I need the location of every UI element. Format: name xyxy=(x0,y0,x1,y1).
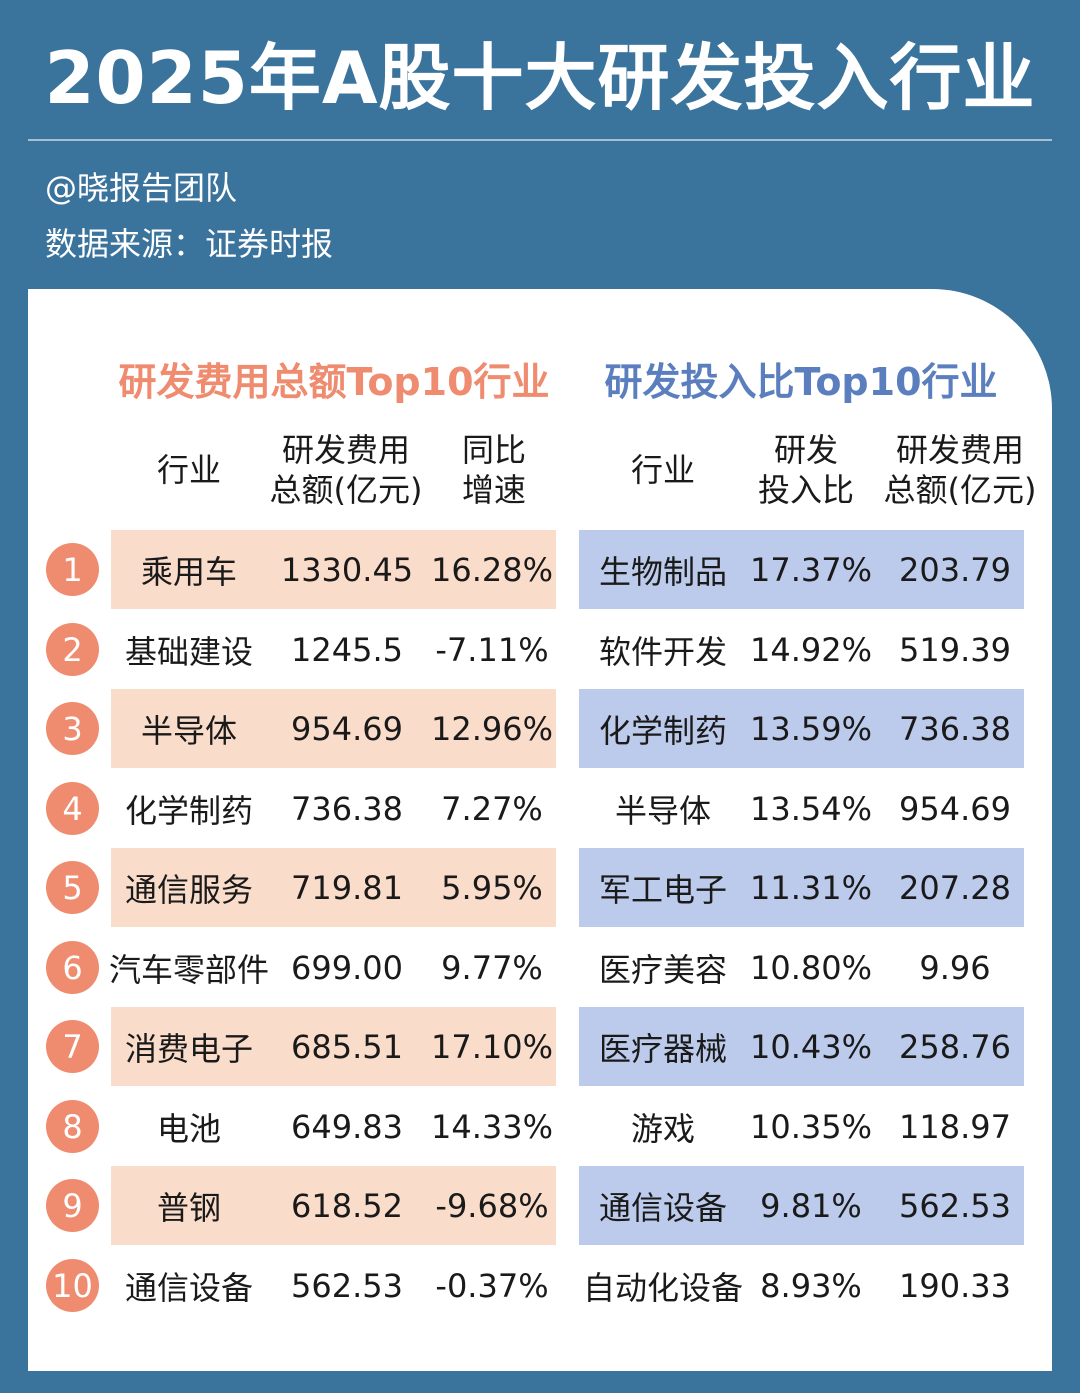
right-industry-cell: 生物制品 xyxy=(598,553,727,591)
left-growth-cell: 9.77% xyxy=(441,949,543,987)
left-industry-cell: 电池 xyxy=(156,1110,221,1148)
left-row-highlight xyxy=(111,1007,556,1086)
right-table-title: 研发投入比Top10行业 xyxy=(604,360,998,404)
right-amount-cell: 258.76 xyxy=(899,1028,1011,1066)
right-ratio-cell: 14.92% xyxy=(749,631,872,669)
data-source: 数据来源：证券时报 xyxy=(45,225,334,263)
left-industry-cell: 消费电子 xyxy=(124,1030,253,1068)
right-industry-cell: 游戏 xyxy=(630,1110,695,1148)
right-amount-cell: 954.69 xyxy=(899,790,1011,828)
rank-badge: 4 xyxy=(46,782,99,835)
rank-badge: 7 xyxy=(46,1020,99,1073)
rank-badge: 8 xyxy=(46,1100,99,1153)
left-header-industry: 行业 xyxy=(156,451,221,489)
left-industry-cell: 汽车零部件 xyxy=(108,951,269,989)
right-ratio-cell: 10.35% xyxy=(749,1108,872,1146)
right-amount-cell: 203.79 xyxy=(899,551,1011,589)
left-row-highlight xyxy=(111,530,556,609)
left-amount-cell: 719.81 xyxy=(291,869,403,907)
right-header-amount: 研发费用 总额(亿元) xyxy=(883,431,1037,509)
rank-badge: 1 xyxy=(46,543,99,596)
right-industry-cell: 通信设备 xyxy=(598,1189,727,1227)
rank-badge: 10 xyxy=(46,1259,99,1312)
right-industry-cell: 医疗器械 xyxy=(598,1030,727,1068)
left-amount-cell: 699.00 xyxy=(291,949,403,987)
page-title: 2025年A股十大研发投入行业 xyxy=(44,36,1036,120)
left-row-highlight xyxy=(111,689,556,768)
rank-badge: 3 xyxy=(46,702,99,755)
right-industry-cell: 军工电子 xyxy=(598,871,727,909)
left-growth-cell: -0.37% xyxy=(435,1267,549,1305)
right-industry-cell: 医疗美容 xyxy=(598,951,727,989)
left-industry-cell: 乘用车 xyxy=(140,553,237,591)
right-row-highlight xyxy=(579,1007,1024,1086)
right-industry-cell: 半导体 xyxy=(614,792,711,830)
rank-badge: 6 xyxy=(46,941,99,994)
right-industry-cell: 软件开发 xyxy=(598,633,727,671)
right-amount-cell: 9.96 xyxy=(919,949,991,987)
left-row-highlight xyxy=(111,848,556,927)
right-ratio-cell: 10.43% xyxy=(749,1028,872,1066)
left-amount-cell: 649.83 xyxy=(291,1108,403,1146)
left-amount-cell: 736.38 xyxy=(291,790,403,828)
right-ratio-cell: 11.31% xyxy=(749,869,872,907)
left-row-highlight xyxy=(111,1166,556,1245)
right-ratio-cell: 8.93% xyxy=(760,1267,862,1305)
right-row-highlight xyxy=(579,530,1024,609)
right-amount-cell: 207.28 xyxy=(899,869,1011,907)
right-ratio-cell: 9.81% xyxy=(760,1187,862,1225)
left-industry-cell: 通信设备 xyxy=(124,1269,253,1307)
right-amount-cell: 736.38 xyxy=(899,710,1011,748)
left-industry-cell: 半导体 xyxy=(140,712,237,750)
right-row-highlight xyxy=(579,1166,1024,1245)
left-amount-cell: 685.51 xyxy=(291,1028,403,1066)
right-ratio-cell: 13.54% xyxy=(749,790,872,828)
left-industry-cell: 化学制药 xyxy=(124,792,253,830)
right-amount-cell: 190.33 xyxy=(899,1267,1011,1305)
rank-badge: 2 xyxy=(46,623,99,676)
left-industry-cell: 通信服务 xyxy=(124,871,253,909)
right-amount-cell: 519.39 xyxy=(899,631,1011,669)
left-growth-cell: 12.96% xyxy=(430,710,553,748)
left-growth-cell: -9.68% xyxy=(435,1187,549,1225)
right-ratio-cell: 10.80% xyxy=(749,949,872,987)
right-ratio-cell: 13.59% xyxy=(749,710,872,748)
left-amount-cell: 954.69 xyxy=(291,710,403,748)
left-growth-cell: 7.27% xyxy=(441,790,543,828)
left-industry-cell: 普钢 xyxy=(156,1189,221,1227)
author-credit: @晓报告团队 xyxy=(45,169,238,207)
right-row-highlight xyxy=(579,689,1024,768)
left-header-growth: 同比 增速 xyxy=(461,431,526,509)
left-amount-cell: 1330.45 xyxy=(280,551,414,589)
left-amount-cell: 562.53 xyxy=(291,1267,403,1305)
left-industry-cell: 基础建设 xyxy=(124,633,253,671)
right-row-highlight xyxy=(579,848,1024,927)
right-industry-cell: 化学制药 xyxy=(598,712,727,750)
right-amount-cell: 118.97 xyxy=(899,1108,1011,1146)
right-header-industry: 行业 xyxy=(630,451,695,489)
rank-badge: 5 xyxy=(46,861,99,914)
left-table-title: 研发费用总额Top10行业 xyxy=(118,360,550,404)
rank-badge: 9 xyxy=(46,1179,99,1232)
left-growth-cell: 16.28% xyxy=(430,551,553,589)
title-divider xyxy=(28,139,1052,141)
right-header-ratio: 研发 投入比 xyxy=(757,431,854,509)
right-amount-cell: 562.53 xyxy=(899,1187,1011,1225)
left-growth-cell: 14.33% xyxy=(430,1108,553,1146)
right-ratio-cell: 17.37% xyxy=(749,551,872,589)
left-growth-cell: -7.11% xyxy=(435,631,549,669)
left-amount-cell: 1245.5 xyxy=(291,631,403,669)
right-industry-cell: 自动化设备 xyxy=(582,1269,743,1307)
left-header-amount: 研发费用 总额(亿元) xyxy=(269,431,423,509)
left-growth-cell: 5.95% xyxy=(441,869,543,907)
left-growth-cell: 17.10% xyxy=(430,1028,553,1066)
left-amount-cell: 618.52 xyxy=(291,1187,403,1225)
